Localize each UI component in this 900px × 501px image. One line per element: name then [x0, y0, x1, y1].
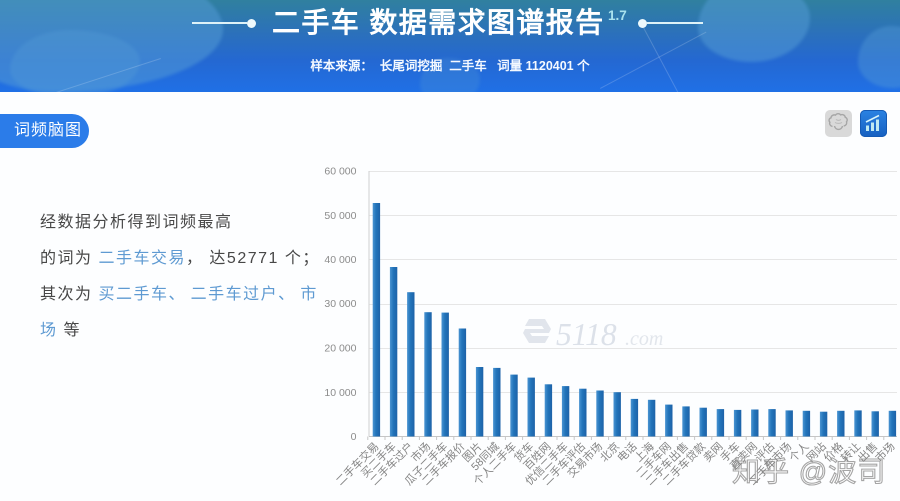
svg-text:.com: .com — [625, 328, 663, 350]
svg-text:20 000: 20 000 — [324, 343, 356, 355]
svg-text:0: 0 — [351, 431, 357, 443]
svg-text:10 000: 10 000 — [324, 387, 356, 399]
svg-text:40 000: 40 000 — [324, 254, 356, 266]
svg-text:60 000: 60 000 — [324, 166, 356, 178]
svg-text:30 000: 30 000 — [324, 298, 356, 310]
svg-text:5118: 5118 — [556, 317, 617, 352]
svg-text:50 000: 50 000 — [324, 210, 356, 222]
